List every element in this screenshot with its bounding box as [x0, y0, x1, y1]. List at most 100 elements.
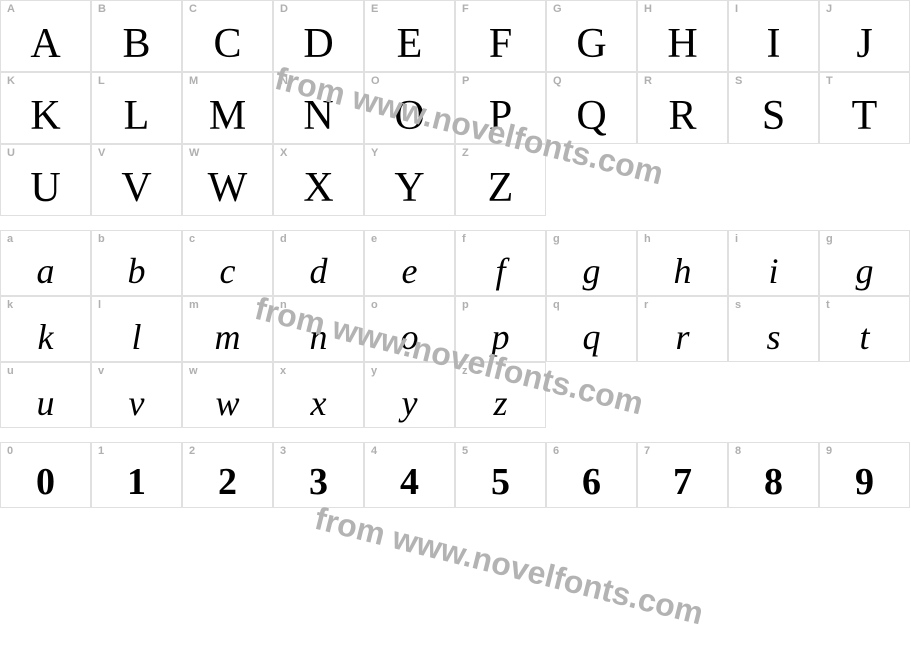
- glyph-cell-digit-4[interactable]: 44: [364, 442, 455, 508]
- glyph-cell-lower-g-6[interactable]: gg: [546, 230, 637, 296]
- cell-glyph: X: [274, 167, 363, 209]
- cell-glyph: d: [274, 253, 363, 289]
- glyph-cell-lower-w-2[interactable]: ww: [182, 362, 273, 428]
- cell-glyph: i: [729, 253, 818, 289]
- glyph-cell-lower-h-7[interactable]: hh: [637, 230, 728, 296]
- glyph-cell-lower-p-5[interactable]: pp: [455, 296, 546, 362]
- glyph-cell-digit-9[interactable]: 99: [819, 442, 910, 508]
- glyph-cell-upper-G[interactable]: GG: [546, 0, 637, 72]
- glyph-cell-digit-8[interactable]: 88: [728, 442, 819, 508]
- glyph-cell-upper-L[interactable]: LL: [91, 72, 182, 144]
- cell-label: J: [826, 3, 832, 15]
- glyph-cell-upper-A[interactable]: AA: [0, 0, 91, 72]
- cell-glyph: C: [183, 23, 272, 65]
- glyph-cell-lower-g-9[interactable]: gg: [819, 230, 910, 296]
- glyph-cell-upper-D[interactable]: DD: [273, 0, 364, 72]
- cell-glyph: 3: [274, 463, 363, 501]
- glyph-cell-lower-x-3[interactable]: xx: [273, 362, 364, 428]
- cell-glyph: 4: [365, 463, 454, 501]
- glyph-cell-digit-6[interactable]: 66: [546, 442, 637, 508]
- glyph-cell-upper-O[interactable]: OO: [364, 72, 455, 144]
- glyph-cell-lower-b-1[interactable]: bb: [91, 230, 182, 296]
- cell-glyph: g: [547, 253, 636, 289]
- cell-glyph: 7: [638, 463, 727, 501]
- glyph-cell-upper-K[interactable]: KK: [0, 72, 91, 144]
- glyph-cell-digit-0[interactable]: 00: [0, 442, 91, 508]
- glyph-cell-upper-H[interactable]: HH: [637, 0, 728, 72]
- glyph-cell-upper-X[interactable]: XX: [273, 144, 364, 216]
- cell-glyph: L: [92, 95, 181, 137]
- glyph-cell-lower-v-1[interactable]: vv: [91, 362, 182, 428]
- glyph-cell-upper-Q[interactable]: QQ: [546, 72, 637, 144]
- cell-label: 0: [7, 445, 13, 457]
- cell-glyph: V: [92, 167, 181, 209]
- cell-label: 8: [735, 445, 741, 457]
- cell-label: D: [280, 3, 288, 15]
- cell-glyph: 2: [183, 463, 272, 501]
- cell-label: k: [7, 299, 13, 311]
- glyph-cell-lower-f-5[interactable]: ff: [455, 230, 546, 296]
- glyph-cell-digit-2[interactable]: 22: [182, 442, 273, 508]
- glyph-cell-lower-k-0[interactable]: kk: [0, 296, 91, 362]
- glyph-cell-digit-3[interactable]: 33: [273, 442, 364, 508]
- cell-glyph: s: [729, 319, 818, 355]
- cell-label: T: [826, 75, 833, 87]
- glyph-cell-lower-u-0[interactable]: uu: [0, 362, 91, 428]
- glyph-cell-lower-y-4[interactable]: yy: [364, 362, 455, 428]
- cell-glyph: y: [365, 385, 454, 421]
- cell-label: c: [189, 233, 195, 245]
- cell-label: F: [462, 3, 469, 15]
- glyph-cell-lower-c-2[interactable]: cc: [182, 230, 273, 296]
- glyph-cell-lower-t-9[interactable]: tt: [819, 296, 910, 362]
- glyph-cell-lower-i-8[interactable]: ii: [728, 230, 819, 296]
- cell-label: i: [735, 233, 738, 245]
- glyph-cell-upper-V[interactable]: VV: [91, 144, 182, 216]
- cell-label: C: [189, 3, 197, 15]
- glyph-cell-digit-1[interactable]: 11: [91, 442, 182, 508]
- glyph-cell-upper-F[interactable]: FF: [455, 0, 546, 72]
- cell-glyph: Y: [365, 167, 454, 209]
- glyph-cell-upper-Y[interactable]: YY: [364, 144, 455, 216]
- glyph-cell-lower-q-6[interactable]: qq: [546, 296, 637, 362]
- glyph-cell-upper-Z[interactable]: ZZ: [455, 144, 546, 216]
- cell-glyph: W: [183, 167, 272, 209]
- glyph-cell-lower-z-5[interactable]: zz: [455, 362, 546, 428]
- glyph-cell-upper-B[interactable]: BB: [91, 0, 182, 72]
- glyph-cell-lower-m-2[interactable]: mm: [182, 296, 273, 362]
- cell-glyph: N: [274, 95, 363, 137]
- cell-label: V: [98, 147, 105, 159]
- cell-glyph: g: [820, 253, 909, 289]
- glyph-cell-upper-C[interactable]: CC: [182, 0, 273, 72]
- glyph-cell-lower-o-4[interactable]: oo: [364, 296, 455, 362]
- glyph-cell-upper-U[interactable]: UU: [0, 144, 91, 216]
- cell-label: Z: [462, 147, 469, 159]
- glyph-cell-lower-r-7[interactable]: rr: [637, 296, 728, 362]
- cell-glyph: w: [183, 385, 272, 421]
- cell-glyph: R: [638, 95, 727, 137]
- glyph-cell-lower-l-1[interactable]: ll: [91, 296, 182, 362]
- glyph-cell-upper-N[interactable]: NN: [273, 72, 364, 144]
- glyph-cell-upper-J[interactable]: JJ: [819, 0, 910, 72]
- glyph-cell-lower-n-3[interactable]: nn: [273, 296, 364, 362]
- glyph-cell-lower-d-3[interactable]: dd: [273, 230, 364, 296]
- cell-label: S: [735, 75, 742, 87]
- glyph-cell-lower-s-8[interactable]: ss: [728, 296, 819, 362]
- glyph-cell-upper-S[interactable]: SS: [728, 72, 819, 144]
- cell-label: n: [280, 299, 287, 311]
- glyph-cell-digit-7[interactable]: 77: [637, 442, 728, 508]
- cell-label: P: [462, 75, 469, 87]
- glyph-cell-lower-a-0[interactable]: aa: [0, 230, 91, 296]
- glyph-cell-upper-R[interactable]: RR: [637, 72, 728, 144]
- glyph-cell-digit-5[interactable]: 55: [455, 442, 546, 508]
- glyph-cell-upper-E[interactable]: EE: [364, 0, 455, 72]
- glyph-cell-upper-T[interactable]: TT: [819, 72, 910, 144]
- glyph-cell-upper-I[interactable]: II: [728, 0, 819, 72]
- cell-glyph: 5: [456, 463, 545, 501]
- cell-glyph: t: [820, 319, 909, 355]
- glyph-cell-upper-W[interactable]: WW: [182, 144, 273, 216]
- glyph-cell-upper-P[interactable]: PP: [455, 72, 546, 144]
- glyph-cell-upper-M[interactable]: MM: [182, 72, 273, 144]
- cell-glyph: U: [1, 167, 90, 209]
- glyph-cell-lower-e-4[interactable]: ee: [364, 230, 455, 296]
- cell-label: 2: [189, 445, 195, 457]
